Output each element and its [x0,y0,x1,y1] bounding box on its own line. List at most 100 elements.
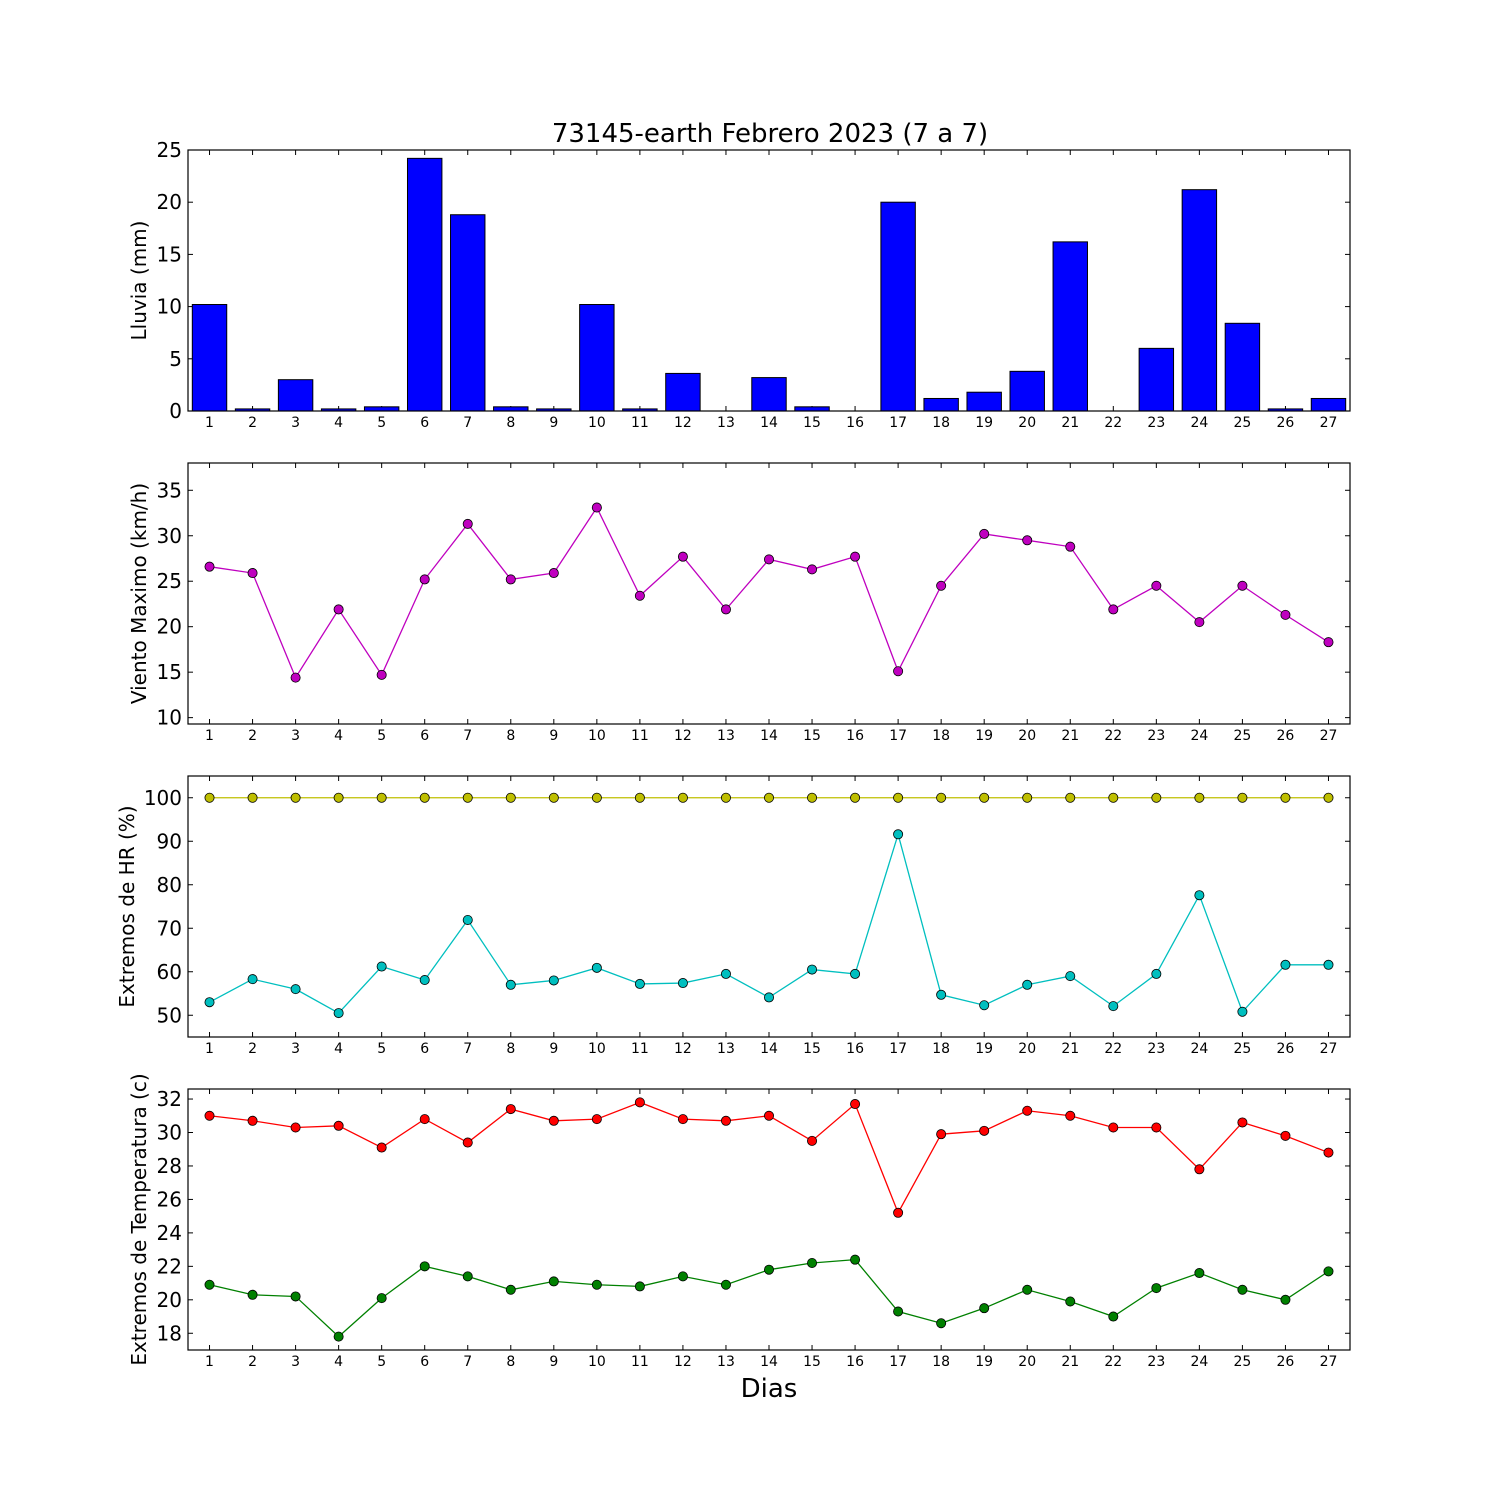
x-tick-label: 5 [377,728,386,744]
data-point-1-day-3 [290,672,301,683]
x-axis-label: Dias [741,1374,798,1404]
data-point-1-day-25 [1237,580,1248,591]
data-point-1-day-15 [807,792,818,803]
data-point-2-day-8 [505,1284,516,1295]
x-tick-label: 27 [1320,415,1338,431]
y-tick-label: 5 [169,347,182,371]
chart-title: 73145-earth Febrero 2023 (7 a 7) [552,119,988,149]
x-tick-label: 18 [932,1354,950,1370]
plot-frame [187,775,1351,1038]
x-tick-label: 15 [803,1041,821,1057]
data-point-1-day-22 [1108,604,1119,615]
bar-day-18 [923,397,959,412]
bar-day-12 [665,372,701,412]
data-point-1-day-22 [1108,792,1119,803]
x-tick-label: 13 [717,1041,735,1057]
x-tick-label: 1 [205,415,214,431]
data-point-1-day-9 [548,568,559,579]
y-tick-label: 18 [157,1321,182,1345]
y-tick-label: 15 [157,660,182,684]
data-point-2-day-22 [1108,1311,1119,1322]
y-axis-label: Viento Maximo (km/h) [127,483,151,704]
data-point-1-day-7 [462,518,473,529]
x-tick-label: 13 [717,415,735,431]
data-point-1-day-21 [1065,541,1076,552]
data-point-2-day-15 [807,1258,818,1269]
data-point-1-day-13 [720,604,731,615]
x-tick-label: 12 [674,1354,692,1370]
data-point-1-day-11 [634,792,645,803]
data-point-1-day-17 [893,666,904,677]
data-point-1-day-1 [204,1110,215,1121]
data-point-1-day-19 [979,1125,990,1136]
data-point-2-day-17 [893,829,904,840]
x-tick-label: 5 [377,1041,386,1057]
bar-day-5 [363,406,400,412]
data-point-2-day-4 [333,1008,344,1019]
data-point-1-day-26 [1280,792,1291,803]
data-point-2-day-5 [376,1293,387,1304]
data-point-2-day-4 [333,1331,344,1342]
data-point-1-day-2 [247,792,258,803]
data-point-1-day-27 [1323,1147,1334,1158]
x-tick-label: 11 [631,1354,649,1370]
bar-day-27 [1310,397,1347,412]
data-point-1-day-26 [1280,1130,1291,1141]
x-tick-label: 7 [463,415,472,431]
series-line-2 [209,831,1329,1014]
data-point-2-day-9 [548,975,559,986]
data-point-2-day-12 [677,978,688,989]
x-tick-label: 19 [975,415,993,431]
data-point-1-day-14 [764,554,775,565]
data-point-2-day-21 [1065,971,1076,982]
data-point-2-day-24 [1194,1268,1205,1279]
x-tick-label: 4 [334,415,343,431]
data-point-2-day-26 [1280,1294,1291,1305]
x-tick-label: 25 [1233,728,1251,744]
x-tick-label: 26 [1277,1354,1295,1370]
y-tick-label: 30 [157,1121,182,1145]
data-point-1-day-3 [290,792,301,803]
data-point-1-day-11 [634,1097,645,1108]
data-point-1-day-22 [1108,1122,1119,1133]
data-point-2-day-22 [1108,1001,1119,1012]
x-tick-label: 20 [1018,1354,1036,1370]
x-tick-label: 22 [1104,415,1122,431]
x-tick-label: 14 [760,415,778,431]
y-axis-label: Extremos de HR (%) [115,805,139,1007]
x-tick-label: 17 [889,1354,907,1370]
x-tick-label: 15 [803,415,821,431]
x-tick-label: 6 [420,728,429,744]
data-point-1-day-12 [677,551,688,562]
x-tick-label: 27 [1320,1041,1338,1057]
x-tick-label: 21 [1061,415,1079,431]
x-tick-label: 23 [1147,728,1165,744]
x-tick-label: 12 [674,1041,692,1057]
bar-day-1 [191,304,228,412]
y-tick-label: 80 [157,873,182,897]
data-point-2-day-27 [1323,1266,1334,1277]
data-point-1-day-7 [462,792,473,803]
y-tick-label: 28 [157,1154,182,1178]
bar-day-19 [966,391,1002,412]
x-tick-label: 7 [463,1041,472,1057]
data-point-2-day-8 [505,979,516,990]
data-point-2-day-3 [290,984,301,995]
x-tick-label: 26 [1277,415,1295,431]
data-point-2-day-5 [376,961,387,972]
data-point-2-day-15 [807,964,818,975]
data-point-2-day-13 [720,1279,731,1290]
data-point-1-day-23 [1151,792,1162,803]
data-point-1-day-16 [850,551,861,562]
data-point-1-day-24 [1194,1164,1205,1175]
data-point-1-day-12 [677,1114,688,1125]
y-tick-label: 100 [144,786,182,810]
data-point-1-day-19 [979,792,990,803]
x-tick-label: 18 [932,1041,950,1057]
data-point-2-day-18 [936,1318,947,1329]
y-tick-label: 32 [157,1087,182,1111]
data-point-1-day-2 [247,1115,258,1126]
x-tick-label: 16 [846,1041,864,1057]
